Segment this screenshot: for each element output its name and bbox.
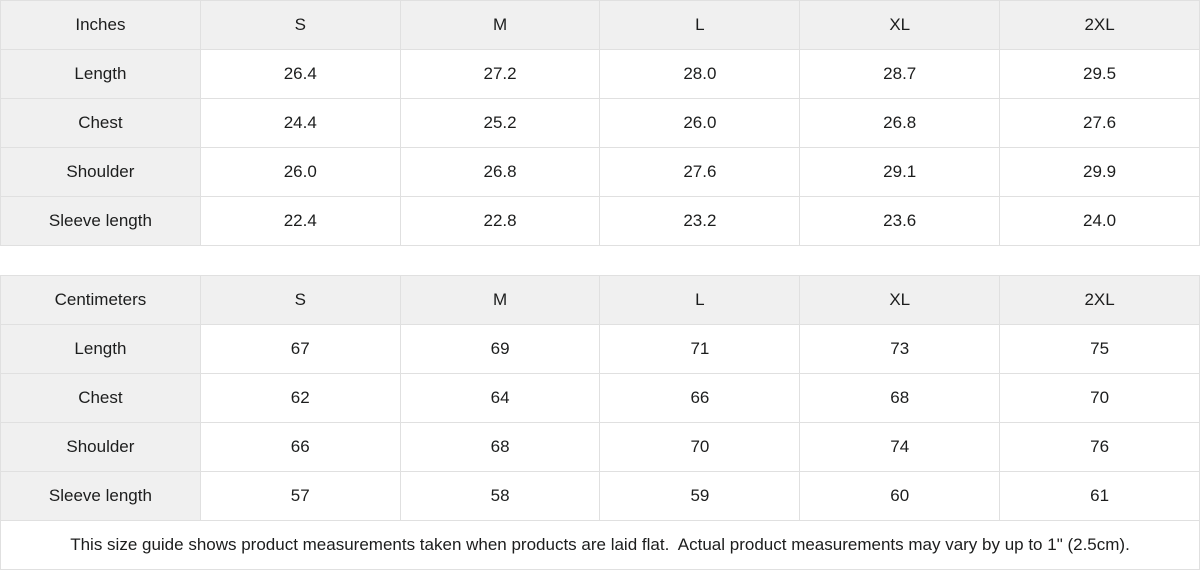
value-cell: 29.9 [999, 147, 1200, 197]
value-cell: 64 [399, 373, 601, 423]
value-cell: 60 [799, 471, 1001, 521]
unit-header-cell: Centimeters [0, 275, 201, 325]
value-cell: 75 [999, 324, 1200, 374]
size-header-cell: S [199, 275, 401, 325]
value-cell: 23.2 [599, 196, 801, 246]
value-cell: 26.8 [399, 147, 601, 197]
centimeters-table: Centimeters S M L XL 2XL Length 67 69 71… [0, 275, 1200, 521]
row-label-cell: Length [0, 49, 201, 99]
value-cell: 58 [399, 471, 601, 521]
value-cell: 74 [799, 422, 1001, 472]
value-cell: 59 [599, 471, 801, 521]
value-cell: 25.2 [399, 98, 601, 148]
size-header-cell: L [599, 275, 801, 325]
table-separator [0, 246, 1200, 275]
row-label-cell: Sleeve length [0, 471, 201, 521]
row-label-cell: Length [0, 324, 201, 374]
table-row: Shoulder 26.0 26.8 27.6 29.1 29.9 [0, 147, 1200, 197]
value-cell: 57 [199, 471, 401, 521]
value-cell: 66 [199, 422, 401, 472]
inches-table: Inches S M L XL 2XL Length 26.4 27.2 28.… [0, 0, 1200, 246]
value-cell: 27.2 [399, 49, 601, 99]
unit-header-cell: Inches [0, 0, 201, 50]
value-cell: 29.1 [799, 147, 1001, 197]
size-header-cell: L [599, 0, 801, 50]
value-cell: 28.7 [799, 49, 1001, 99]
value-cell: 22.8 [399, 196, 601, 246]
size-header-cell: 2XL [999, 275, 1200, 325]
table-row: Sleeve length 22.4 22.8 23.2 23.6 24.0 [0, 196, 1200, 246]
table-row: Chest 62 64 66 68 70 [0, 373, 1200, 423]
value-cell: 26.8 [799, 98, 1001, 148]
size-header-cell: M [399, 275, 601, 325]
size-header-cell: XL [799, 0, 1001, 50]
value-cell: 70 [599, 422, 801, 472]
table-row: Length 67 69 71 73 75 [0, 324, 1200, 374]
table-header-row: Inches S M L XL 2XL [0, 0, 1200, 50]
row-label-cell: Shoulder [0, 147, 201, 197]
value-cell: 26.4 [199, 49, 401, 99]
size-header-cell: M [399, 0, 601, 50]
value-cell: 73 [799, 324, 1001, 374]
size-guide-note: This size guide shows product measuremen… [0, 521, 1200, 570]
row-label-cell: Chest [0, 98, 201, 148]
value-cell: 29.5 [999, 49, 1200, 99]
value-cell: 68 [799, 373, 1001, 423]
value-cell: 67 [199, 324, 401, 374]
value-cell: 26.0 [599, 98, 801, 148]
value-cell: 76 [999, 422, 1200, 472]
value-cell: 66 [599, 373, 801, 423]
size-header-cell: 2XL [999, 0, 1200, 50]
value-cell: 24.0 [999, 196, 1200, 246]
value-cell: 70 [999, 373, 1200, 423]
table-row: Chest 24.4 25.2 26.0 26.8 27.6 [0, 98, 1200, 148]
size-header-cell: XL [799, 275, 1001, 325]
row-label-cell: Sleeve length [0, 196, 201, 246]
value-cell: 69 [399, 324, 601, 374]
value-cell: 61 [999, 471, 1200, 521]
value-cell: 68 [399, 422, 601, 472]
table-row: Length 26.4 27.2 28.0 28.7 29.5 [0, 49, 1200, 99]
row-label-cell: Chest [0, 373, 201, 423]
value-cell: 26.0 [199, 147, 401, 197]
table-header-row: Centimeters S M L XL 2XL [0, 275, 1200, 325]
value-cell: 27.6 [599, 147, 801, 197]
size-header-cell: S [199, 0, 401, 50]
value-cell: 28.0 [599, 49, 801, 99]
value-cell: 27.6 [999, 98, 1200, 148]
value-cell: 71 [599, 324, 801, 374]
table-row: Sleeve length 57 58 59 60 61 [0, 471, 1200, 521]
value-cell: 23.6 [799, 196, 1001, 246]
value-cell: 22.4 [199, 196, 401, 246]
value-cell: 62 [199, 373, 401, 423]
table-row: Shoulder 66 68 70 74 76 [0, 422, 1200, 472]
value-cell: 24.4 [199, 98, 401, 148]
row-label-cell: Shoulder [0, 422, 201, 472]
